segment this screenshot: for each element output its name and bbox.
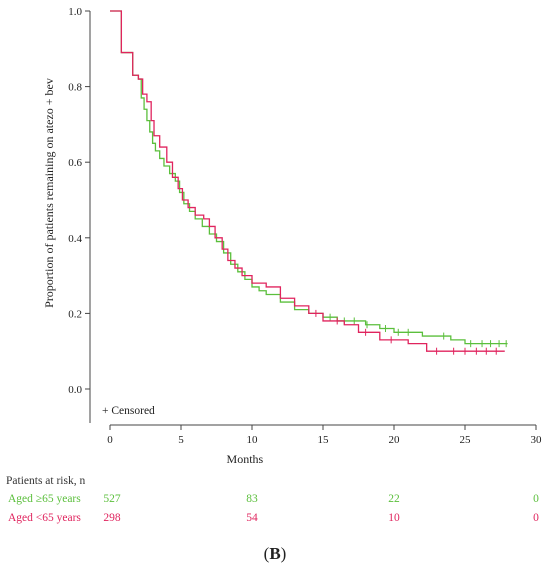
risk-count: 527 <box>103 493 121 505</box>
x-tick-label: 20 <box>389 434 401 446</box>
panel-close: ) <box>280 544 287 563</box>
y-tick-label: 0.8 <box>68 82 82 94</box>
risk-row-label: Aged <65 years <box>8 512 81 524</box>
x-tick-label: 15 <box>318 434 330 446</box>
km-chart: 0.0 0.2 0.4 0.6 0.8 1.0 0 5 10 15 20 25 30 Months Prop… <box>42 6 542 466</box>
risk-count: 10 <box>388 512 400 524</box>
risk-count: 54 <box>246 512 258 524</box>
x-tick-label: 0 <box>107 434 113 446</box>
risk-count: 0 <box>533 512 539 524</box>
x-tick-label: 5 <box>178 434 184 446</box>
risk-row-label: Aged ≥65 years <box>8 493 81 505</box>
y-tick-label: 1.0 <box>68 6 82 18</box>
series-layer <box>110 10 508 355</box>
risk-row: Aged ≥65 years 527 83 22 0 <box>0 493 550 509</box>
panel-open: ( <box>263 544 270 563</box>
risk-count: 22 <box>388 493 400 505</box>
risk-count: 0 <box>533 493 539 505</box>
km-step-line <box>110 10 508 345</box>
axes: 0.0 0.2 0.4 0.6 0.8 1.0 0 5 10 15 20 25 30 Months Prop… <box>42 6 542 466</box>
censored-legend: + Censored <box>102 405 155 417</box>
panel-label: (B) <box>0 544 550 564</box>
series-0 <box>110 10 508 348</box>
censored-legend-label: + Censored <box>102 405 155 417</box>
y-tick-label: 0.0 <box>68 384 82 396</box>
risk-count: 298 <box>103 512 121 524</box>
risk-count: 83 <box>246 493 258 505</box>
y-axis-label: Proportion of patients remaining on atez… <box>42 78 56 308</box>
x-tick-label: 10 <box>247 434 259 446</box>
y-tick-label: 0.2 <box>68 308 82 320</box>
km-step-line <box>110 10 505 352</box>
x-axis-label: Months <box>227 452 264 466</box>
y-tick-label: 0.4 <box>68 233 82 245</box>
panel-letter: B <box>269 544 281 563</box>
risk-table-title: Patients at risk, n <box>6 475 86 487</box>
y-tick-label: 0.6 <box>68 157 82 169</box>
series-1 <box>110 10 505 355</box>
x-tick-label: 30 <box>531 434 543 446</box>
x-tick-label: 25 <box>460 434 472 446</box>
risk-row: Aged <65 years 298 54 10 0 <box>0 512 550 528</box>
